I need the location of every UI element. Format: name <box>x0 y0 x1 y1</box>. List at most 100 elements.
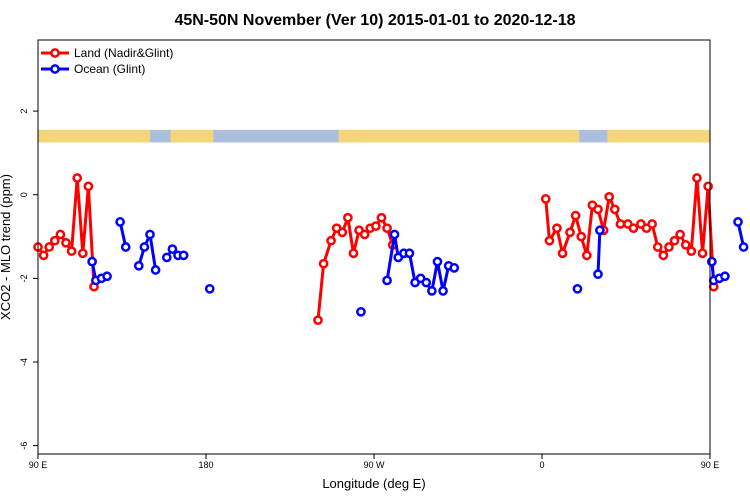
series-ocean-line-8 <box>596 230 602 275</box>
series-ocean-point-5-0 <box>356 306 366 317</box>
series-land-point-0-9 <box>83 181 94 192</box>
series-ocean-point-9-3 <box>720 271 730 282</box>
land-strip-segment-2 <box>338 129 580 143</box>
series-ocean-point-4-0 <box>204 283 215 294</box>
series-land-point-1-0 <box>313 315 323 326</box>
series-land-point-2-6 <box>576 231 587 242</box>
legend-label-land: Land (Nadir&Glint) <box>74 46 173 60</box>
series-land-point-0-2 <box>44 242 55 252</box>
series-land-point-2-28 <box>703 181 713 192</box>
series-land-point-2-21 <box>664 242 674 252</box>
y-tick-label-2: -2 <box>19 274 29 282</box>
series-land <box>33 173 719 326</box>
series-ocean-point-7-0 <box>572 283 583 294</box>
series-land-point-0-3 <box>49 235 60 246</box>
series-land-point-2-23 <box>675 229 685 240</box>
series-ocean-point-6-12 <box>449 263 460 273</box>
series-land-point-2-27 <box>697 248 708 259</box>
x-tick-label-3: 0 <box>539 460 544 470</box>
series-land-point-1-4 <box>337 227 348 238</box>
series-ocean-point-6-4 <box>404 248 415 259</box>
series-land-point-2-12 <box>609 204 620 215</box>
series-land-point-2-13 <box>615 219 626 229</box>
series-land-point-1-10 <box>371 221 381 231</box>
series-ocean-point-6-10 <box>438 286 448 296</box>
y-axis-label: XCO2 - MLO trend (ppm) <box>0 174 13 320</box>
series-land-line-0 <box>36 176 96 287</box>
series-ocean-point-2-1 <box>139 242 150 252</box>
series-land-point-0-6 <box>66 246 77 257</box>
series-ocean-point-8-0 <box>593 269 603 280</box>
x-tick-label-1: 180 <box>198 460 213 470</box>
series-ocean-point-0-0 <box>87 256 97 267</box>
series-land-point-1-6 <box>348 248 359 259</box>
land-strip-segment-1 <box>170 129 214 143</box>
y-tick-label-0: 2 <box>19 109 29 114</box>
series-land-point-0-8 <box>77 248 88 259</box>
series-ocean-point-8-1 <box>595 225 605 236</box>
legend-label-ocean: Ocean (Glint) <box>74 62 145 76</box>
series-ocean-point-6-8 <box>427 286 437 296</box>
series-ocean-point-2-2 <box>145 229 155 240</box>
series-land-point-0-1 <box>38 250 49 261</box>
series-ocean-point-1-0 <box>115 217 125 227</box>
series-ocean-point-3-3 <box>178 250 189 261</box>
series-ocean-point-3-0 <box>161 252 172 263</box>
legend-marker-land <box>50 48 60 58</box>
x-tick-label-2: 90 W <box>363 460 385 470</box>
legend-marker-ocean <box>50 64 60 74</box>
series-ocean-point-6-1 <box>389 229 400 240</box>
series-land-point-2-15 <box>628 223 639 234</box>
series-ocean-point-3-1 <box>167 244 178 254</box>
x-tick-label-0: 90 E <box>29 460 48 470</box>
land-strip-segment-0 <box>38 129 150 143</box>
series-ocean <box>87 217 749 317</box>
series-land-point-1-1 <box>318 258 329 269</box>
series-ocean-point-6-0 <box>382 275 392 286</box>
series-land-point-1-2 <box>326 235 336 246</box>
y-tick-label-1: 0 <box>19 192 29 197</box>
series-land-point-0-7 <box>72 173 83 183</box>
series-ocean-point-2-3 <box>150 265 161 275</box>
series-land-point-0-4 <box>55 229 66 240</box>
series-ocean-point-10-1 <box>738 242 749 252</box>
series-land-point-1-11 <box>376 212 387 223</box>
series-land-point-2-3 <box>557 248 568 259</box>
series-land-point-2-7 <box>581 250 592 261</box>
legend: Land (Nadir&Glint) Ocean (Glint) <box>41 46 173 76</box>
chart-title: 45N-50N November (Ver 10) 2015-01-01 to … <box>174 12 575 29</box>
y-tick-label-3: -4 <box>19 358 29 366</box>
series-land-point-2-25 <box>686 246 697 257</box>
series-land-point-2-9 <box>593 204 603 215</box>
series-land-point-2-5 <box>570 210 581 221</box>
series-ocean-point-0-3 <box>102 271 112 282</box>
series-land-point-2-1 <box>544 235 555 246</box>
series-land-point-2-4 <box>565 227 575 238</box>
series-land-point-2-22 <box>669 235 680 246</box>
series-ocean-point-2-0 <box>133 260 144 271</box>
series-land-point-2-19 <box>652 242 663 252</box>
series-land-point-2-11 <box>604 191 615 202</box>
land-ocean-strip <box>38 129 710 143</box>
y-axis: 2 0 -2 -4 -6 <box>19 109 38 450</box>
x-axis-label: Longitude (deg E) <box>322 476 425 491</box>
series-land-point-1-12 <box>382 223 392 234</box>
series-ocean-point-6-7 <box>421 277 432 288</box>
plot-series <box>33 173 749 326</box>
y-tick-label-4: -6 <box>19 442 29 450</box>
series-land-point-0-5 <box>61 237 71 248</box>
series-land-point-1-8 <box>359 229 370 240</box>
series-ocean-point-10-0 <box>733 217 743 227</box>
series-ocean-point-6-9 <box>432 256 443 267</box>
series-ocean-line-2 <box>137 232 158 271</box>
x-axis: 90 E 180 90 W 0 90 E <box>29 454 720 470</box>
series-ocean-point-9-0 <box>707 256 717 267</box>
series-land-point-2-2 <box>552 223 562 234</box>
series-land-point-2-24 <box>680 240 691 250</box>
series-land-point-2-0 <box>540 194 551 204</box>
series-land-point-1-5 <box>343 212 353 223</box>
plot-frame <box>37 39 711 455</box>
x-tick-label-4: 90 E <box>701 460 720 470</box>
series-land-point-2-26 <box>692 173 702 183</box>
